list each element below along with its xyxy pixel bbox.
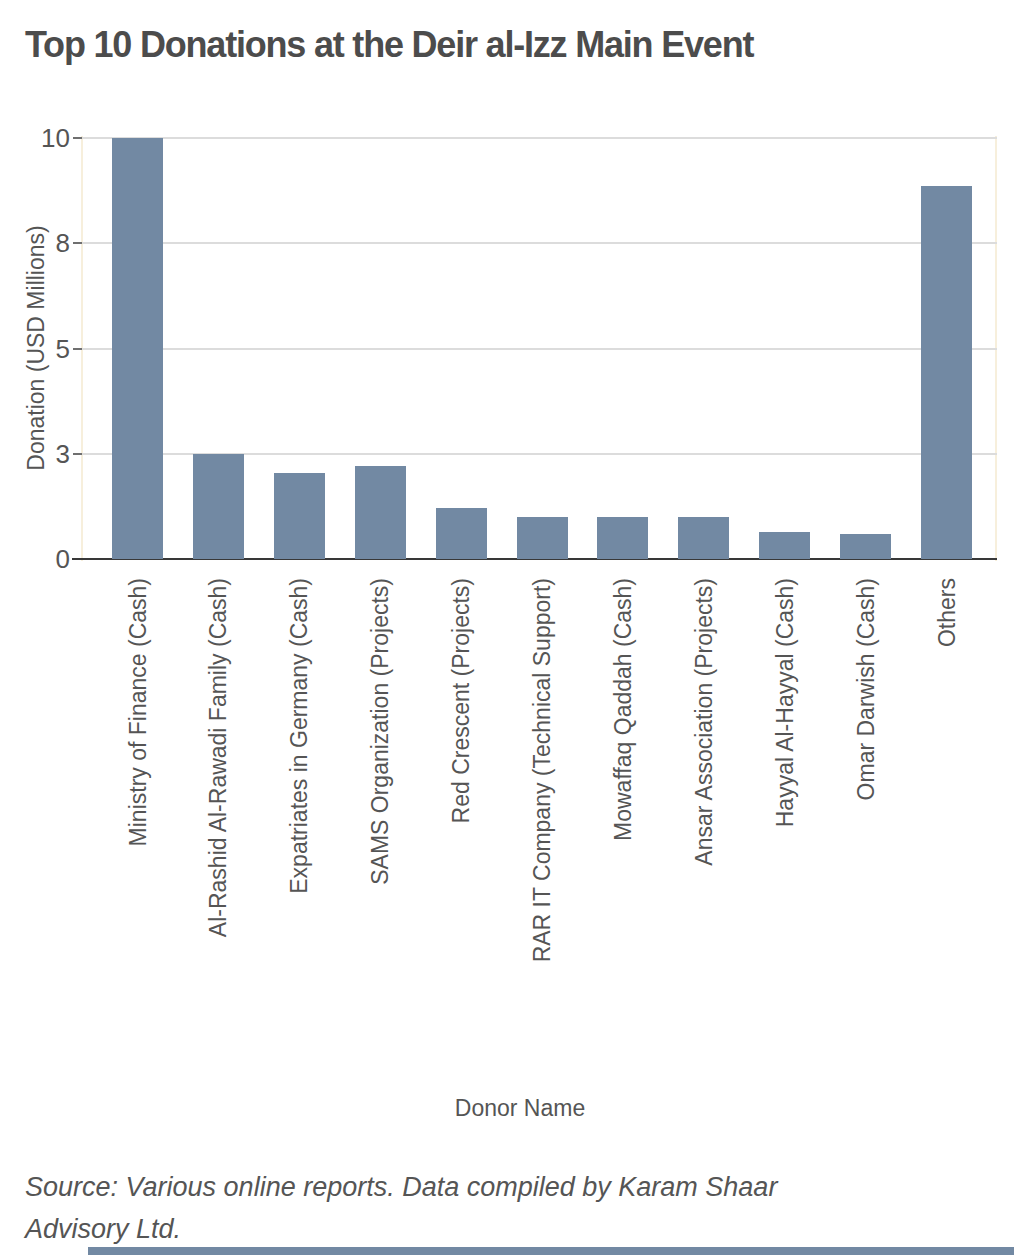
gridline [82, 137, 997, 139]
bar [921, 186, 972, 559]
bar [678, 517, 729, 559]
y-tick-mark [73, 242, 82, 244]
bar-category-label-text: Omar Darwish (Cash) [853, 578, 879, 800]
bar-category-label-text: Ministry of Finance (Cash) [125, 578, 151, 846]
bar [436, 508, 487, 559]
gridline [82, 348, 997, 350]
chart-title: Top 10 Donations at the Deir al-Izz Main… [25, 24, 985, 66]
y-tick-mark [73, 453, 82, 455]
bar [355, 466, 406, 559]
gridline [82, 242, 997, 244]
bar-category-label-text: Ansar Association (Projects) [691, 578, 717, 866]
y-axis-label: Donation (USD Millions) [23, 225, 50, 470]
source-line: Source: Various online reports. Data com… [25, 1166, 975, 1208]
bar-category-label-text: Others [934, 578, 960, 647]
bar [840, 534, 891, 559]
bar [517, 517, 568, 559]
bar [112, 138, 163, 559]
y-tick-label: 10 [0, 123, 70, 153]
y-tick-label: 0 [0, 544, 70, 574]
x-axis-label: Donor Name [20, 1095, 1014, 1122]
bar-category-label-text: Hayyal Al-Hayyal (Cash) [772, 578, 798, 827]
bar [193, 454, 244, 559]
source-line: Advisory Ltd. [25, 1208, 975, 1250]
y-tick-mark [73, 137, 82, 139]
chart-canvas: Top 10 Donations at the Deir al-Izz Main… [0, 0, 1014, 1255]
bar-category-label-text: Al-Rashid Al-Rawadi Family (Cash) [205, 578, 231, 937]
bar-category-label-text: Mowaffaq Qaddah (Cash) [610, 578, 636, 841]
y-tick-mark [73, 348, 82, 350]
bottom-crop-strip [88, 1247, 1014, 1255]
source-note: Source: Various online reports. Data com… [25, 1166, 975, 1250]
bar-category-label-text: RAR IT Company (Technical Support) [529, 578, 555, 962]
bar [274, 473, 325, 559]
bar-category-label-text: Red Crescent (Projects) [448, 578, 474, 823]
bar [759, 532, 810, 559]
bar-category-label-text: SAMS Organization (Projects) [367, 578, 393, 885]
bar [597, 517, 648, 559]
bar-category-label-text: Expatriates in Germany (Cash) [286, 578, 312, 894]
